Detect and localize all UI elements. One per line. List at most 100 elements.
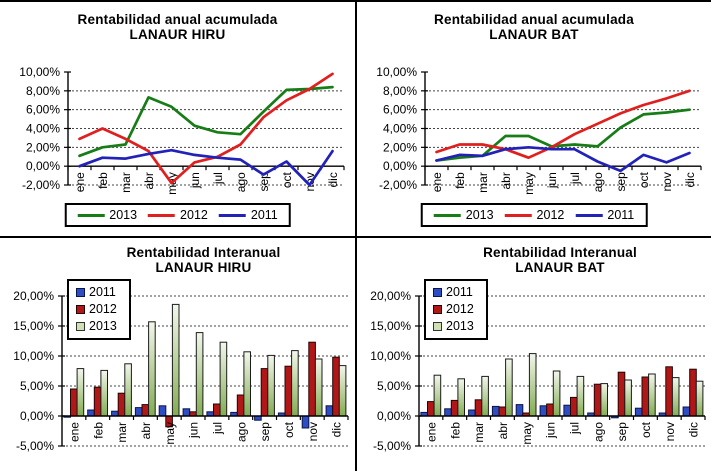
bar-2012-jul <box>570 396 578 417</box>
bar-2012-jun <box>546 403 554 417</box>
bar-2011-jul <box>563 404 571 417</box>
bar-2012-ago <box>236 394 245 417</box>
month-label: oct <box>637 172 651 189</box>
bar-2013-ene <box>76 368 85 417</box>
legend-entry-2013: 2013 <box>433 319 474 333</box>
bar-2012-ago <box>593 383 602 417</box>
legend-entry-2012: 2012 <box>148 208 208 222</box>
month-label: jun <box>545 172 559 189</box>
legend-label: 2013 <box>89 319 117 333</box>
month-label: jul <box>211 172 225 185</box>
bar-2013-mar <box>124 363 132 417</box>
legend-entry-2012: 2012 <box>76 302 117 316</box>
bar-2013-jun <box>552 370 561 417</box>
bar-2012-abr <box>141 404 150 417</box>
legend-label: 2013 <box>465 208 494 222</box>
bar-2011-abr <box>491 405 500 417</box>
month-label: feb <box>453 172 467 189</box>
legend-label: 2012 <box>446 302 474 316</box>
bar-2012-nov <box>308 341 316 417</box>
legend-entry-2011: 2011 <box>575 208 634 222</box>
month-label: mar <box>476 172 490 193</box>
bar-2011-jun <box>539 405 548 417</box>
bar-2011-jun <box>182 408 191 417</box>
bar-2011-feb <box>444 408 452 417</box>
legend-entry-2011: 2011 <box>433 285 474 299</box>
y-axis-label: 20,00% <box>13 289 54 303</box>
month-label: ene <box>73 172 87 192</box>
month-label: dic <box>330 422 344 437</box>
bar-2011-abr <box>134 407 143 417</box>
panel-acumulada-lanaur-hiru: 10,00% 8,00% 6,00% 4,00% 2,00% 0,00% -2,00% ene… <box>0 2 355 236</box>
y-axis-label: 4,00% <box>383 122 417 136</box>
vertical-divider <box>355 0 357 471</box>
chart-title-line1: Rentabilidad anual acumulada <box>77 12 278 27</box>
bar-2013-feb <box>457 378 466 417</box>
y-axis-label: 8,00% <box>26 84 60 98</box>
month-label: abr <box>499 172 513 189</box>
month-label: may <box>163 422 177 445</box>
month-label: abr <box>496 422 510 439</box>
bar-2012-sep <box>617 371 626 417</box>
legend-entry-2012: 2012 <box>504 208 565 222</box>
y-axis-label: 0,00% <box>26 159 60 173</box>
panel-interanual-lanaur-bat: 20,00% 15,00% 10,00% 5,00% 0,00% -5,00% ene feb… <box>357 238 711 471</box>
bar-2013-oct <box>291 350 299 417</box>
legend-interanual-lanaur-bat: 2011 2012 2013 <box>424 279 488 340</box>
month-label: oct <box>639 421 653 438</box>
series-line-2011 <box>435 145 691 173</box>
month-label: abr <box>142 172 156 189</box>
month-label: oct <box>282 421 296 438</box>
legend-label: 2011 <box>250 208 278 222</box>
bar-2011-mar <box>111 410 119 417</box>
month-label: mar <box>115 422 129 443</box>
bar-2013-may <box>171 303 180 417</box>
month-label: ene <box>67 422 81 442</box>
bar-2013-sep <box>624 379 632 417</box>
month-label: jul <box>568 172 582 185</box>
bar-2011-dic <box>325 405 334 417</box>
bar-2012-jul <box>213 403 221 417</box>
bar-2012-oct <box>284 365 293 417</box>
legend-line-swatch <box>218 213 246 217</box>
chart-title-line2: LANAUR BAT <box>515 260 605 275</box>
chart-title-line2: LANAUR BAT <box>489 27 579 42</box>
legend-entry-2012: 2012 <box>433 302 474 316</box>
month-label: dic <box>683 172 697 187</box>
bar-2013-jun <box>195 332 204 417</box>
month-label: may <box>522 172 536 195</box>
y-axis-label: 2,00% <box>383 140 417 154</box>
chart-title: Rentabilidad anual acumulada LANAUR BAT <box>357 12 711 42</box>
bar-2011-oct <box>634 407 643 417</box>
legend-label: 2012 <box>536 208 565 222</box>
series-line-2011 <box>78 148 334 187</box>
legend-acumulada-lanaur-hiru: 2013 2012 2011 <box>64 203 291 227</box>
horizontal-divider <box>0 236 711 238</box>
legend-line-swatch <box>575 213 603 217</box>
legend-entry-2013: 2013 <box>433 208 494 222</box>
bar-2013-nov <box>314 358 323 417</box>
month-label: ago <box>234 422 248 442</box>
month-label: feb <box>91 422 105 439</box>
y-axis-label: 8,00% <box>383 84 417 98</box>
month-label: ago <box>234 172 248 192</box>
series-line-2013 <box>435 108 691 162</box>
bar-2013-dic <box>695 380 704 417</box>
plot-interanual-lanaur-hiru: 20,00% 15,00% 10,00% 5,00% 0,00% -5,00% ene feb… <box>13 289 349 453</box>
month-label: ene <box>430 172 444 192</box>
chart-title-line2: LANAUR HIRU <box>129 27 226 42</box>
bar-2012-feb <box>93 386 102 417</box>
month-label: ago <box>591 422 605 442</box>
bar-2013-jul <box>219 341 228 417</box>
month-label: abr <box>139 422 153 439</box>
y-axis-label: 20,00% <box>370 289 411 303</box>
plot-acumulada-lanaur-hiru: 10,00% 8,00% 6,00% 4,00% 2,00% 0,00% -2,00% ene… <box>19 65 345 195</box>
month-label: jul <box>210 422 224 435</box>
legend-label: 2012 <box>89 302 117 316</box>
bar-2013-jul <box>576 375 585 417</box>
bar-2013-oct <box>648 373 656 417</box>
chart-title-line1: Rentabilidad Interanual <box>483 245 637 260</box>
month-label: sep <box>614 172 628 192</box>
bar-2012-sep <box>260 368 269 417</box>
legend-acumulada-lanaur-bat: 2013 2012 2011 <box>420 203 648 227</box>
